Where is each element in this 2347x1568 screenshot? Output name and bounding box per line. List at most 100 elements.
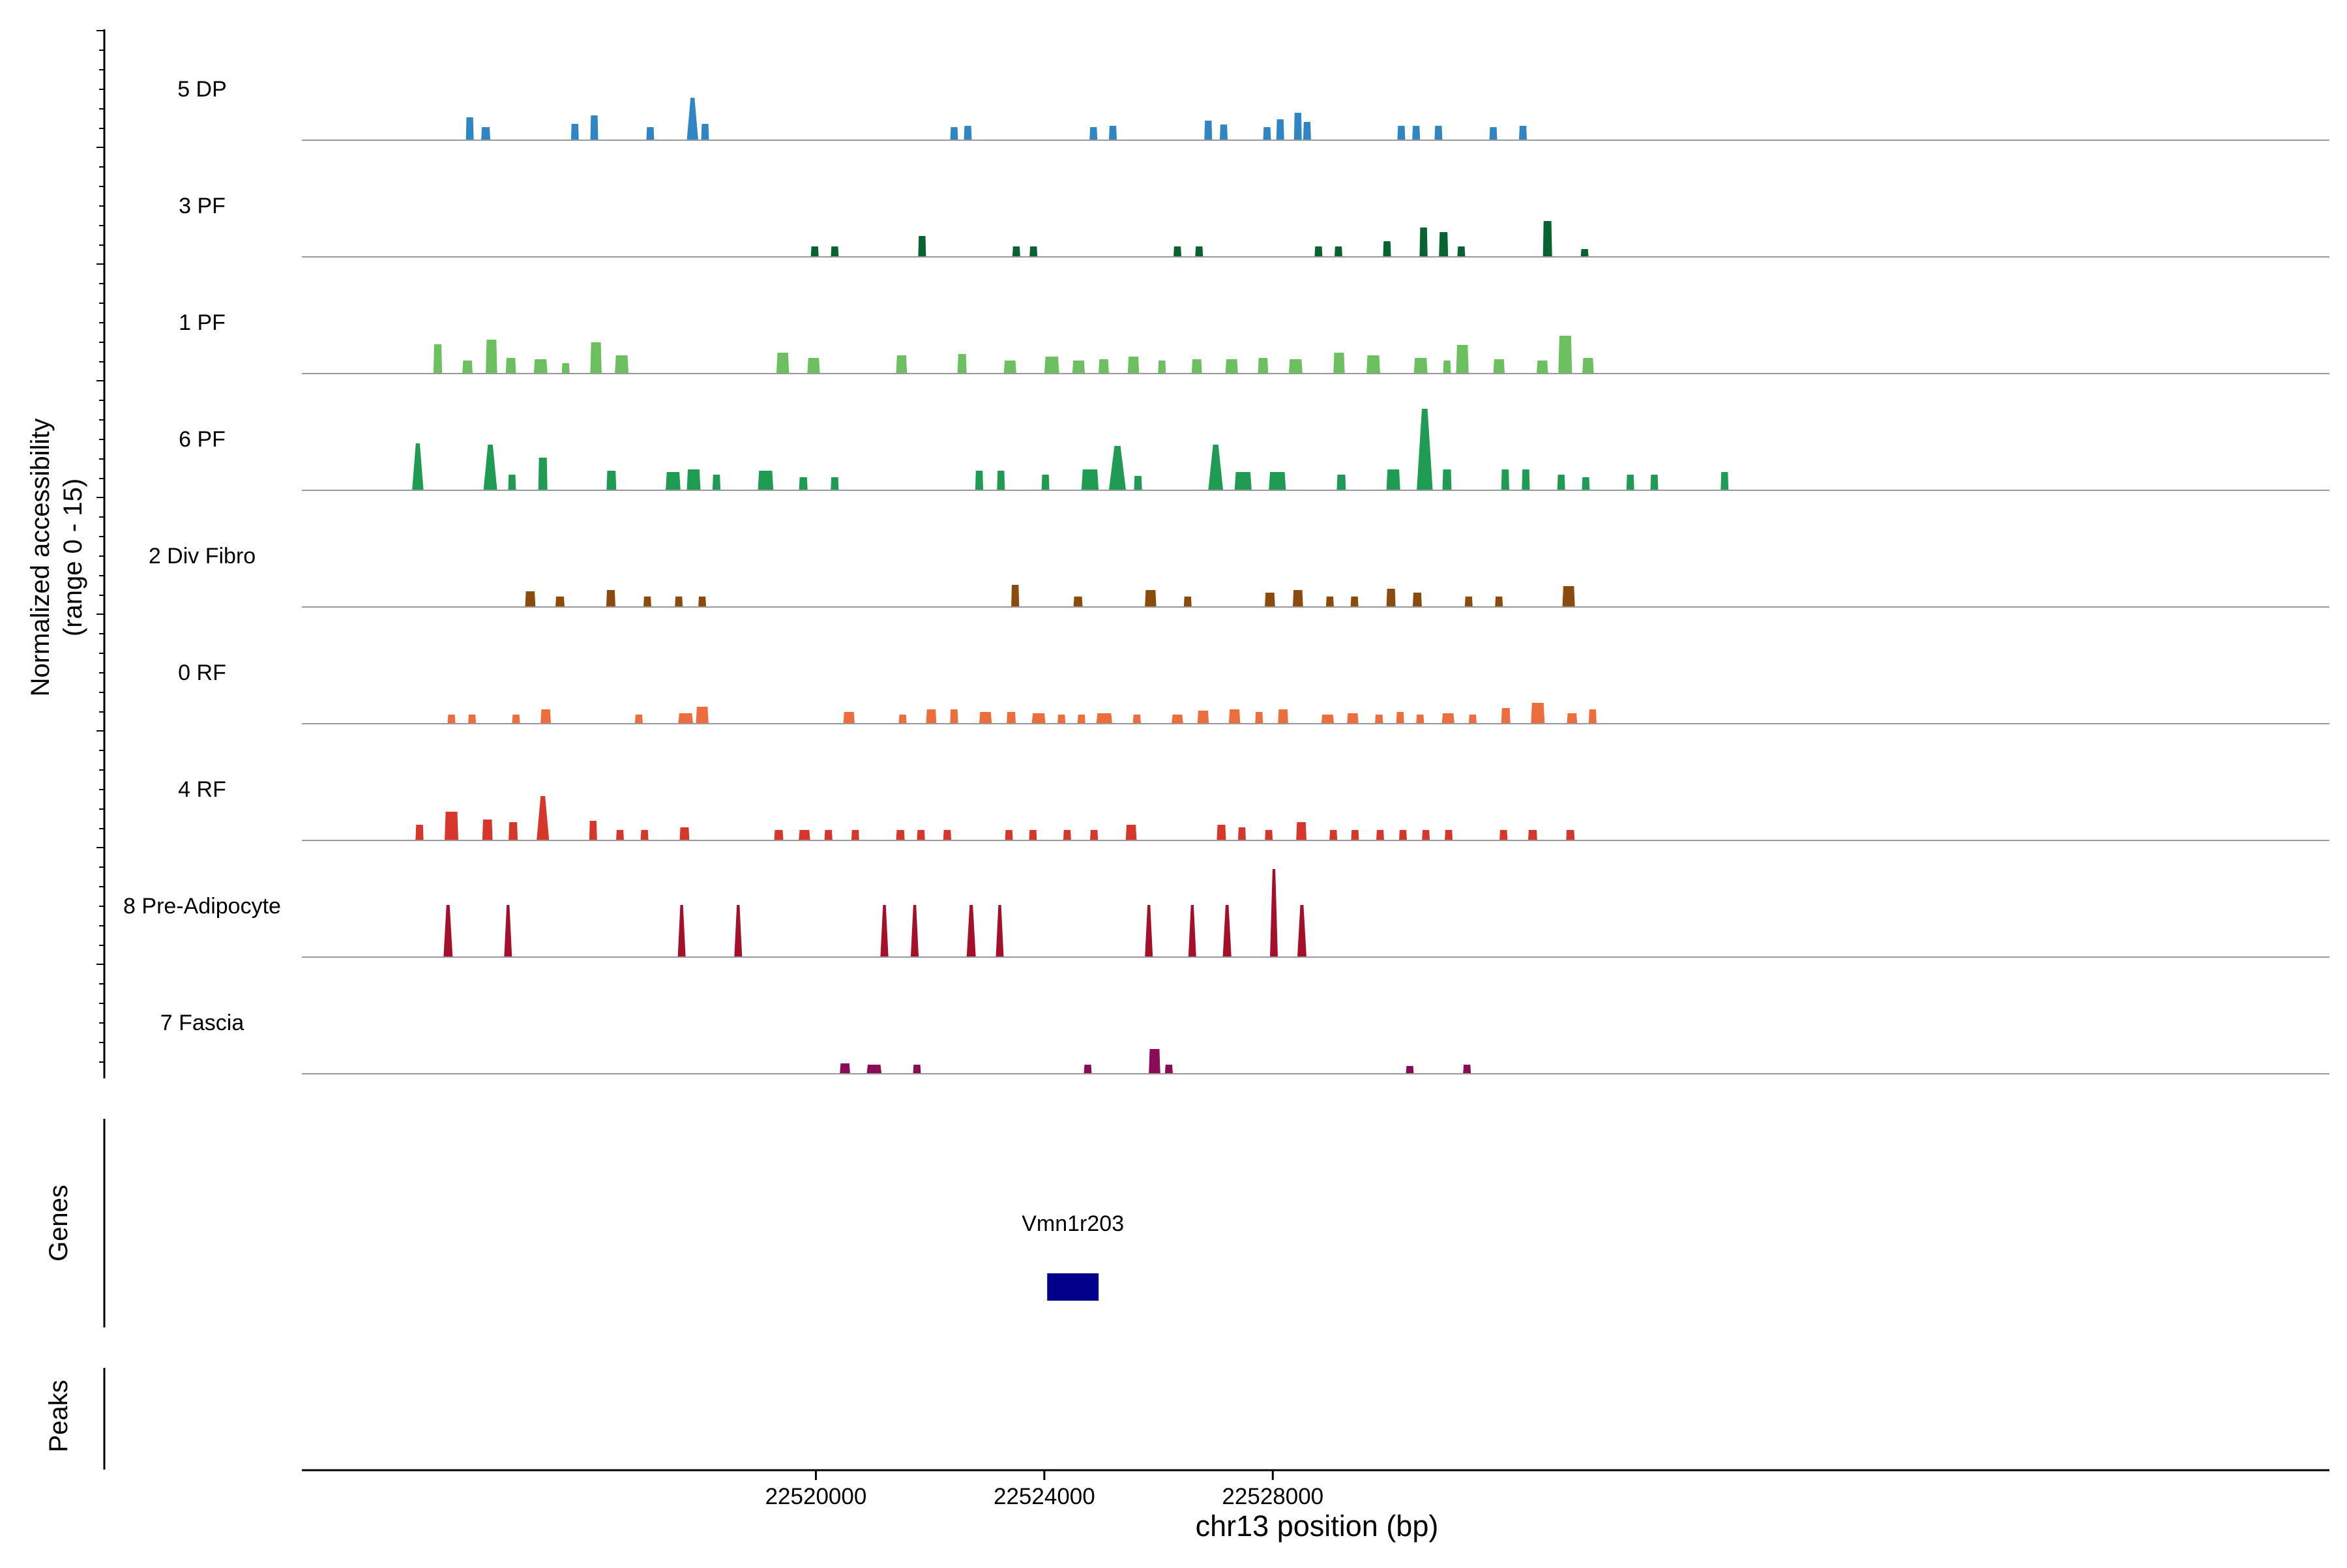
track-label: 6 PF: [179, 427, 226, 452]
coverage-peak: [1234, 472, 1252, 490]
coverage-peak: [1442, 469, 1452, 490]
coverage-peak: [443, 905, 453, 957]
coverage-peak: [1084, 1065, 1092, 1074]
coverage-peak: [1276, 119, 1284, 140]
coverage-peak: [1293, 590, 1303, 607]
coverage-peak: [1174, 246, 1181, 257]
coverage-peak: [1238, 827, 1246, 840]
coverage-peak: [1011, 585, 1020, 607]
coverage-peak: [675, 597, 683, 607]
coverage-peak: [807, 358, 820, 374]
coverage-peak: [433, 344, 443, 374]
coverage-peak: [1031, 713, 1046, 724]
coverage-peak: [698, 597, 707, 607]
coverage-peak: [926, 709, 937, 724]
coverage-peak: [1003, 361, 1016, 374]
track-label: 3 PF: [179, 194, 226, 218]
coverage-peak: [1188, 905, 1196, 957]
coverage-peak: [1255, 712, 1263, 724]
coverage-peak: [1566, 830, 1575, 840]
coverage-peak: [1029, 246, 1038, 257]
axes-layer: 22520000 22524000 22528000: [96, 29, 2329, 1509]
coverage-peak: [1439, 232, 1449, 257]
coverage-peak: [412, 443, 424, 490]
coverage-peak: [1650, 475, 1659, 490]
genes-layer: Vmn1r203: [1022, 1211, 1124, 1301]
coverage-peak: [646, 127, 655, 140]
coverage-peak: [1044, 357, 1059, 374]
track-label: 2 Div Fibro: [149, 544, 256, 569]
coverage-peak: [840, 1063, 850, 1074]
coverage-peak: [1413, 358, 1428, 374]
track-3-pf: 3 PF: [179, 194, 2329, 258]
coverage-peak: [590, 115, 598, 140]
gene-label: Vmn1r203: [1022, 1211, 1124, 1236]
coverage-peak: [1329, 830, 1338, 840]
coverage-peak: [1134, 476, 1142, 490]
coverage-peak: [1557, 475, 1565, 490]
coverage-peak: [910, 905, 919, 957]
coverage-peak: [997, 471, 1005, 490]
coverage-peak: [1007, 712, 1016, 724]
track-1-pf: 1 PF: [179, 310, 2329, 374]
coverage-peak: [537, 796, 550, 840]
coverage-peak: [1269, 472, 1286, 490]
coverage-peak: [1501, 469, 1509, 490]
coverage-peak: [462, 361, 473, 374]
coverage-peak: [1386, 469, 1400, 490]
coverage-peak: [1626, 475, 1634, 490]
coverage-peak: [482, 820, 493, 840]
coverage-peak: [643, 597, 651, 607]
coverage-peak: [1416, 715, 1424, 724]
coverage-peak: [1222, 905, 1232, 957]
coverage-peak: [1347, 713, 1359, 724]
coverage-peak: [468, 715, 477, 724]
coverage-peak: [774, 830, 784, 840]
coverage-peak: [880, 905, 889, 957]
coverage-peak: [758, 471, 774, 490]
coverage-peak: [1108, 446, 1127, 490]
track-label: 5 DP: [177, 77, 227, 102]
coverage-peak: [1164, 1065, 1173, 1074]
coverage-peak: [1422, 830, 1430, 840]
coverage-peak: [1375, 715, 1383, 724]
coverage-peak: [1335, 246, 1342, 257]
coverage-peak: [1263, 127, 1271, 140]
coverage-peak: [979, 712, 992, 724]
coverage-peak: [1265, 830, 1273, 840]
coverage-peak: [1489, 127, 1498, 140]
coverage-peak: [712, 475, 721, 490]
coverage-peak: [1441, 713, 1454, 724]
coverage-peak: [1499, 830, 1508, 840]
coverage-peak: [447, 715, 456, 724]
coverage-peak: [525, 591, 536, 607]
coverage-peak: [966, 905, 976, 957]
gene-body: [1047, 1273, 1099, 1301]
coverage-peak: [1456, 345, 1469, 374]
coverage-peak: [1543, 221, 1552, 257]
coverage-peak: [640, 830, 649, 840]
coverage-peak: [686, 469, 701, 490]
coverage-peak: [615, 355, 629, 374]
coverage-peak: [483, 445, 497, 490]
coverage-peak: [918, 236, 926, 257]
coverage-peak: [810, 246, 819, 257]
coverage-peak: [1073, 597, 1083, 607]
coverage-peak: [1580, 249, 1589, 257]
coverage-peak: [1434, 126, 1443, 140]
coverage-peak: [866, 1065, 882, 1074]
coverage-peak: [1197, 711, 1209, 724]
coverage-peak: [1172, 715, 1183, 724]
coverage-peak: [415, 825, 424, 840]
y-axis-label-range: (range 0 - 15): [59, 479, 87, 636]
coverage-peak: [570, 124, 579, 140]
coverage-peak: [509, 822, 518, 840]
coverage-peak: [1464, 597, 1473, 607]
coverage-peak: [1195, 246, 1203, 257]
coverage-peak: [831, 246, 839, 257]
coverage-peak: [1321, 715, 1334, 724]
coverage-peak: [1158, 361, 1166, 374]
coverage-peak: [1149, 1049, 1160, 1074]
y-axis-label: Normalized accessibility: [26, 419, 55, 697]
